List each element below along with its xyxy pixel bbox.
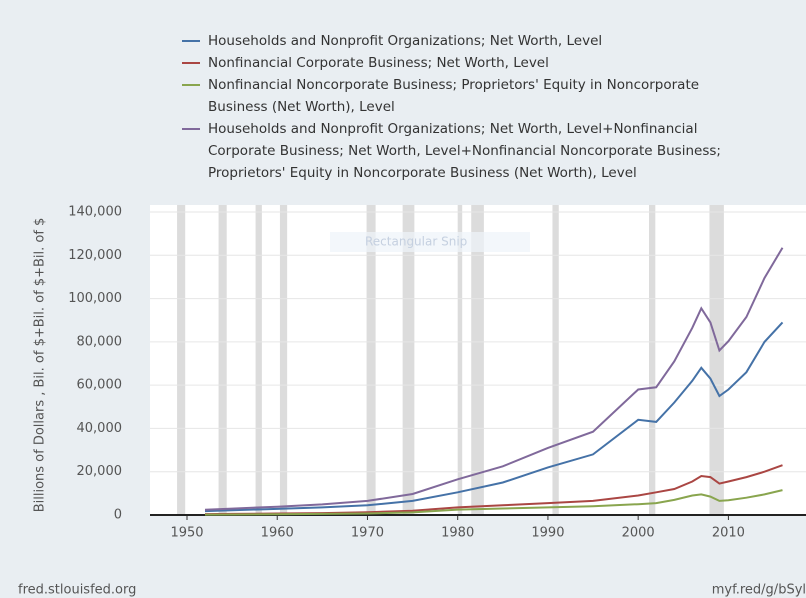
legend-swatch [182,128,200,130]
x-tick-label: 1970 [351,526,384,541]
recession-band [648,205,656,515]
series-line [204,321,784,513]
source: fred.stlouisfed.org [18,583,136,598]
link: myf.red/g/bSyl [712,583,806,598]
legend-label: Nonfinancial Corporate Business; Net Wor… [208,55,549,71]
recession-band [255,205,262,515]
x-tick-label: 1950 [170,526,203,541]
y-tick-label: 120,000 [68,248,122,263]
legend-item[interactable]: Nonfinancial Noncorporate Business; Prop… [180,74,740,118]
recession-band [457,205,463,515]
recession-band [177,205,186,515]
legend-swatch [182,84,200,86]
y-tick-label: 60,000 [77,378,123,393]
y-tick-label: 20,000 [77,464,123,479]
legend-swatch [182,40,200,42]
legend-label: Nonfinancial Noncorporate Business; Prop… [208,77,700,115]
legend-item[interactable]: Households and Nonprofit Organizations; … [180,118,740,184]
recession-band [709,205,724,515]
x-tick-label: 2000 [622,526,655,541]
y-tick-label: 140,000 [68,205,122,220]
y-tick-label: 40,000 [77,421,123,436]
legend-item[interactable]: Households and Nonprofit Organizations; … [180,30,740,52]
x-tick-label: 2010 [712,526,745,541]
y-tick-label: 100,000 [68,291,122,306]
annotation: Rectangular Snip [365,235,467,249]
y-tick-label: 80,000 [77,334,123,349]
legend-item[interactable]: Nonfinancial Corporate Business; Net Wor… [180,52,740,74]
y-axis-label: Billions of Dollars , Bil. of $+Bil. of … [33,218,48,513]
legend: Households and Nonprofit Organizations; … [180,30,740,184]
legend-swatch [182,62,200,64]
y-tick-label: 0 [114,508,122,523]
recession-band [218,205,227,515]
x-tick-label: 1980 [441,526,474,541]
snip-box [330,232,530,252]
x-tick-label: 1990 [531,526,564,541]
recession-band [279,205,288,515]
legend-label: Households and Nonprofit Organizations; … [208,121,721,181]
series-line [204,247,784,511]
recession-band [471,205,484,515]
legend-label: Households and Nonprofit Organizations; … [208,33,603,49]
recession-band [366,205,376,515]
recession-band [552,205,559,515]
recession-band [402,205,415,515]
series-line [204,489,783,516]
x-tick-label: 1960 [261,526,294,541]
